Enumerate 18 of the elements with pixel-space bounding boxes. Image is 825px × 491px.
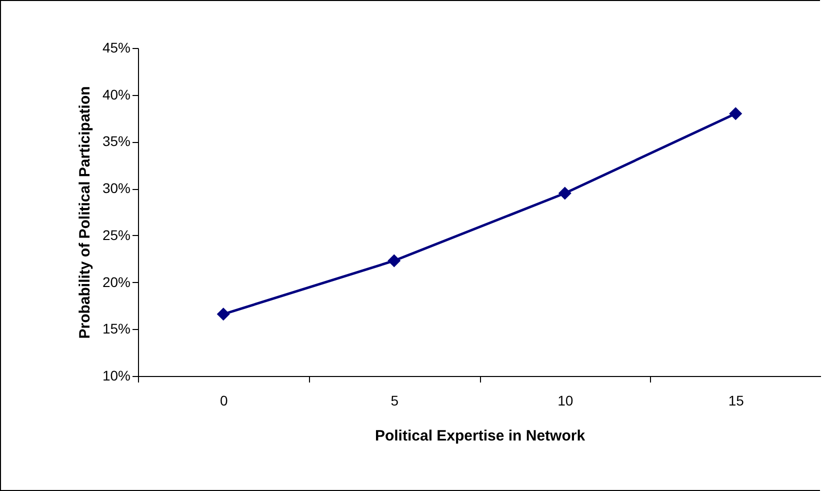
point	[216, 308, 230, 321]
x-tick-label: 10	[558, 392, 574, 408]
point	[388, 254, 401, 268]
y-tick-label: 40%	[102, 86, 130, 102]
point	[558, 186, 572, 200]
y-axis-title: Probability of Political Participation	[76, 86, 94, 339]
y-tick-label: 35%	[102, 133, 130, 150]
y-tick-label: 15%	[102, 320, 130, 337]
y-tick-label: 25%	[102, 226, 130, 243]
x-tick-label: 15	[728, 392, 744, 408]
x-axis-title: Political Expertise in Network	[374, 428, 586, 444]
y-tick-label: 30%	[102, 180, 130, 196]
x-tick-label: 5	[390, 392, 399, 408]
y-tick-label: 10%	[102, 368, 130, 384]
y-tick-label: 20%	[102, 274, 130, 290]
point	[729, 107, 742, 120]
y-tick-label: 45%	[102, 40, 130, 56]
x-tick-label: 0	[220, 392, 228, 408]
